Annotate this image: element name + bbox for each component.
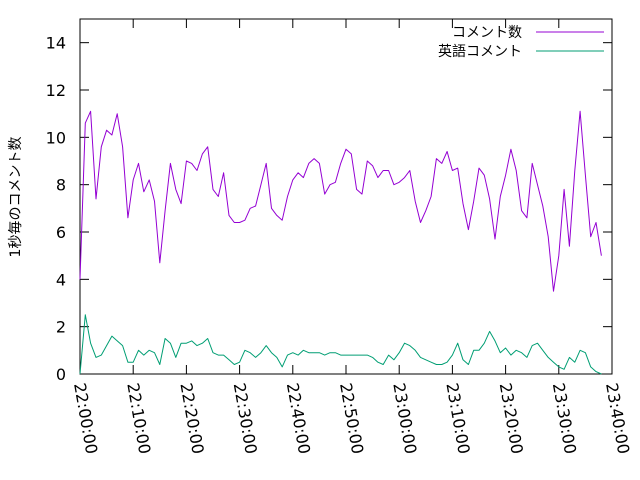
x-tick-label: 22:50:00 <box>336 381 367 455</box>
x-tick-label: 22:40:00 <box>283 381 314 455</box>
x-tick-label: 23:00:00 <box>389 381 420 455</box>
x-tick-label: 22:20:00 <box>176 381 207 455</box>
series-layer <box>79 110 602 375</box>
plot-frame <box>79 18 613 375</box>
x-tick-label: 22:00:00 <box>70 381 101 455</box>
legend-label-comments: コメント数 <box>452 25 522 41</box>
y-tick-label: 14 <box>46 34 66 53</box>
y-axis: 0 2 4 6 8 10 12 14 <box>46 34 612 384</box>
x-tick-label: 23:30:00 <box>549 381 580 455</box>
y-axis-label: 1秒毎のコメント数 <box>8 137 24 258</box>
x-tick-label: 23:40:00 <box>602 381 633 455</box>
legend-label-english: 英語コメント <box>438 43 522 60</box>
x-tick-label: 22:10:00 <box>123 381 154 455</box>
x-tick-label: 23:20:00 <box>496 381 527 455</box>
y-tick-label: 0 <box>56 365 66 384</box>
y-tick-label: 4 <box>56 270 66 289</box>
series-line-1 <box>79 314 602 375</box>
y-tick-label: 2 <box>56 318 66 337</box>
y-tick-label: 6 <box>56 223 66 242</box>
y-tick-label: 10 <box>46 128 66 147</box>
x-axis: 22:00:00 22:10:00 22:20:00 22:30:00 22:40:00… <box>70 19 633 455</box>
y-tick-label: 8 <box>56 176 66 195</box>
legend: コメント数 英語コメント <box>438 25 604 60</box>
x-tick-label: 22:30:00 <box>230 381 261 455</box>
y-tick-label: 12 <box>46 81 66 100</box>
series-line-0 <box>79 110 602 292</box>
x-tick-label: 23:10:00 <box>442 381 473 455</box>
